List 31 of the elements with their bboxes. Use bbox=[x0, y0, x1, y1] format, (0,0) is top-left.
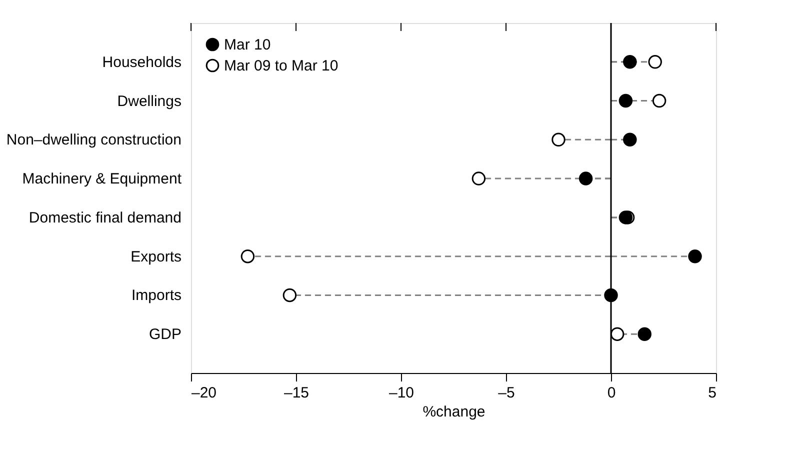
x-tick-label: 5 bbox=[708, 384, 716, 402]
x-axis-title: %change bbox=[422, 404, 486, 420]
point bbox=[472, 172, 486, 186]
legend-label: Mar 09 to Mar 10 bbox=[224, 58, 338, 74]
legend-label: Mar 10 bbox=[224, 36, 271, 54]
x-tick-label: –5 bbox=[498, 384, 515, 402]
point bbox=[282, 288, 297, 302]
x-tick-label: 0 bbox=[607, 384, 616, 402]
y-tick-label: GDP bbox=[148, 326, 182, 344]
point bbox=[604, 288, 618, 302]
y-tick-label: Households bbox=[102, 54, 182, 71]
point bbox=[638, 327, 652, 341]
point bbox=[552, 132, 566, 147]
point bbox=[652, 94, 666, 108]
x-tick-label: –10 bbox=[388, 384, 414, 402]
y-tick-label: Dwellings bbox=[117, 92, 182, 110]
point bbox=[578, 172, 593, 186]
y-tick-label: Machinery & Equipment bbox=[22, 170, 182, 188]
point bbox=[623, 55, 637, 69]
y-tick-label: Imports bbox=[131, 287, 182, 304]
point bbox=[240, 249, 255, 264]
point bbox=[610, 327, 624, 341]
y-tick-label: Non–dwelling construction bbox=[6, 132, 182, 149]
point bbox=[648, 55, 662, 69]
x-tick-label: –15 bbox=[284, 384, 310, 402]
y-tick-label: Domestic final demand bbox=[28, 209, 182, 226]
point bbox=[688, 249, 702, 264]
point bbox=[618, 94, 633, 108]
point bbox=[623, 132, 637, 147]
y-tick-label: Exports bbox=[130, 248, 182, 266]
x-tick-label: –20 bbox=[192, 384, 217, 402]
